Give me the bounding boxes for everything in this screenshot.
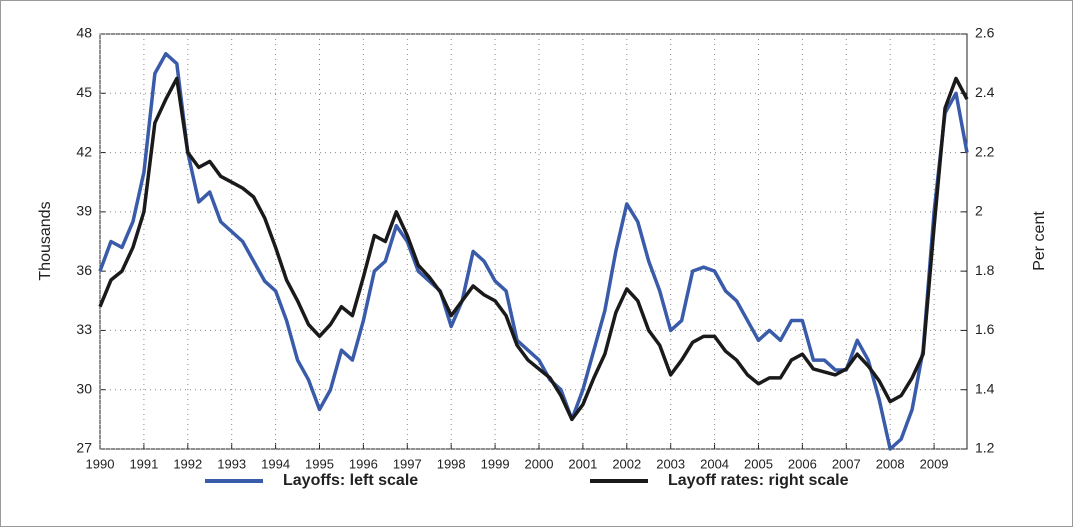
y2-tick-label: 1.2: [975, 440, 995, 456]
y-tick-label: 48: [76, 25, 92, 41]
y-tick-label: 30: [76, 380, 92, 396]
y-tick-label: 36: [76, 262, 92, 278]
x-tick-label: 1992: [173, 456, 202, 471]
x-tick-label: 1990: [86, 456, 115, 471]
data-line: [98, 76, 969, 422]
y2-tick-label: 2.6: [975, 25, 995, 41]
y2-tick-label: 1.8: [975, 262, 995, 278]
x-tick-label: 2002: [612, 456, 641, 471]
x-tick-label: 2003: [656, 456, 685, 471]
x-tick-label: 2007: [832, 456, 861, 471]
x-tick-label: 2006: [788, 456, 817, 471]
y2-axis-label: Per cent: [1031, 211, 1048, 271]
y2-tick-label: 2.2: [975, 143, 995, 159]
y2-tick-label: 2.4: [975, 84, 995, 100]
x-tick-label: 1996: [349, 456, 378, 471]
x-tick-label: 1993: [217, 456, 246, 471]
x-tick-label: 2009: [920, 456, 949, 471]
legend-label: Layoff rates: right scale: [668, 472, 849, 489]
y-axis-label: Thousands: [37, 201, 54, 280]
legend-label: Layoffs: left scale: [283, 472, 418, 489]
x-tick-label: 2005: [744, 456, 773, 471]
x-tick-label: 2001: [568, 456, 597, 471]
x-tick-label: 1997: [393, 456, 422, 471]
y-tick-label: 45: [76, 84, 92, 100]
x-tick-label: 1994: [261, 456, 290, 471]
plot-area: [99, 33, 968, 450]
x-tick-label: 2008: [876, 456, 905, 471]
x-tick-label: 1991: [129, 456, 158, 471]
y-tick-label: 39: [76, 203, 92, 219]
y-tick-label: 42: [76, 143, 92, 159]
y-tick-label: 33: [76, 321, 92, 337]
y2-tick-label: 1.4: [975, 380, 995, 396]
x-tick-label: 1998: [437, 456, 466, 471]
x-tick-label: 1999: [481, 456, 510, 471]
y-tick-label: 27: [76, 440, 92, 456]
x-tick-label: 2000: [525, 456, 554, 471]
x-tick-label: 2004: [700, 456, 729, 471]
data-line: [98, 52, 969, 451]
y2-tick-label: 1.6: [975, 321, 995, 337]
y2-tick-label: 2: [975, 203, 983, 219]
x-tick-label: 1995: [305, 456, 334, 471]
